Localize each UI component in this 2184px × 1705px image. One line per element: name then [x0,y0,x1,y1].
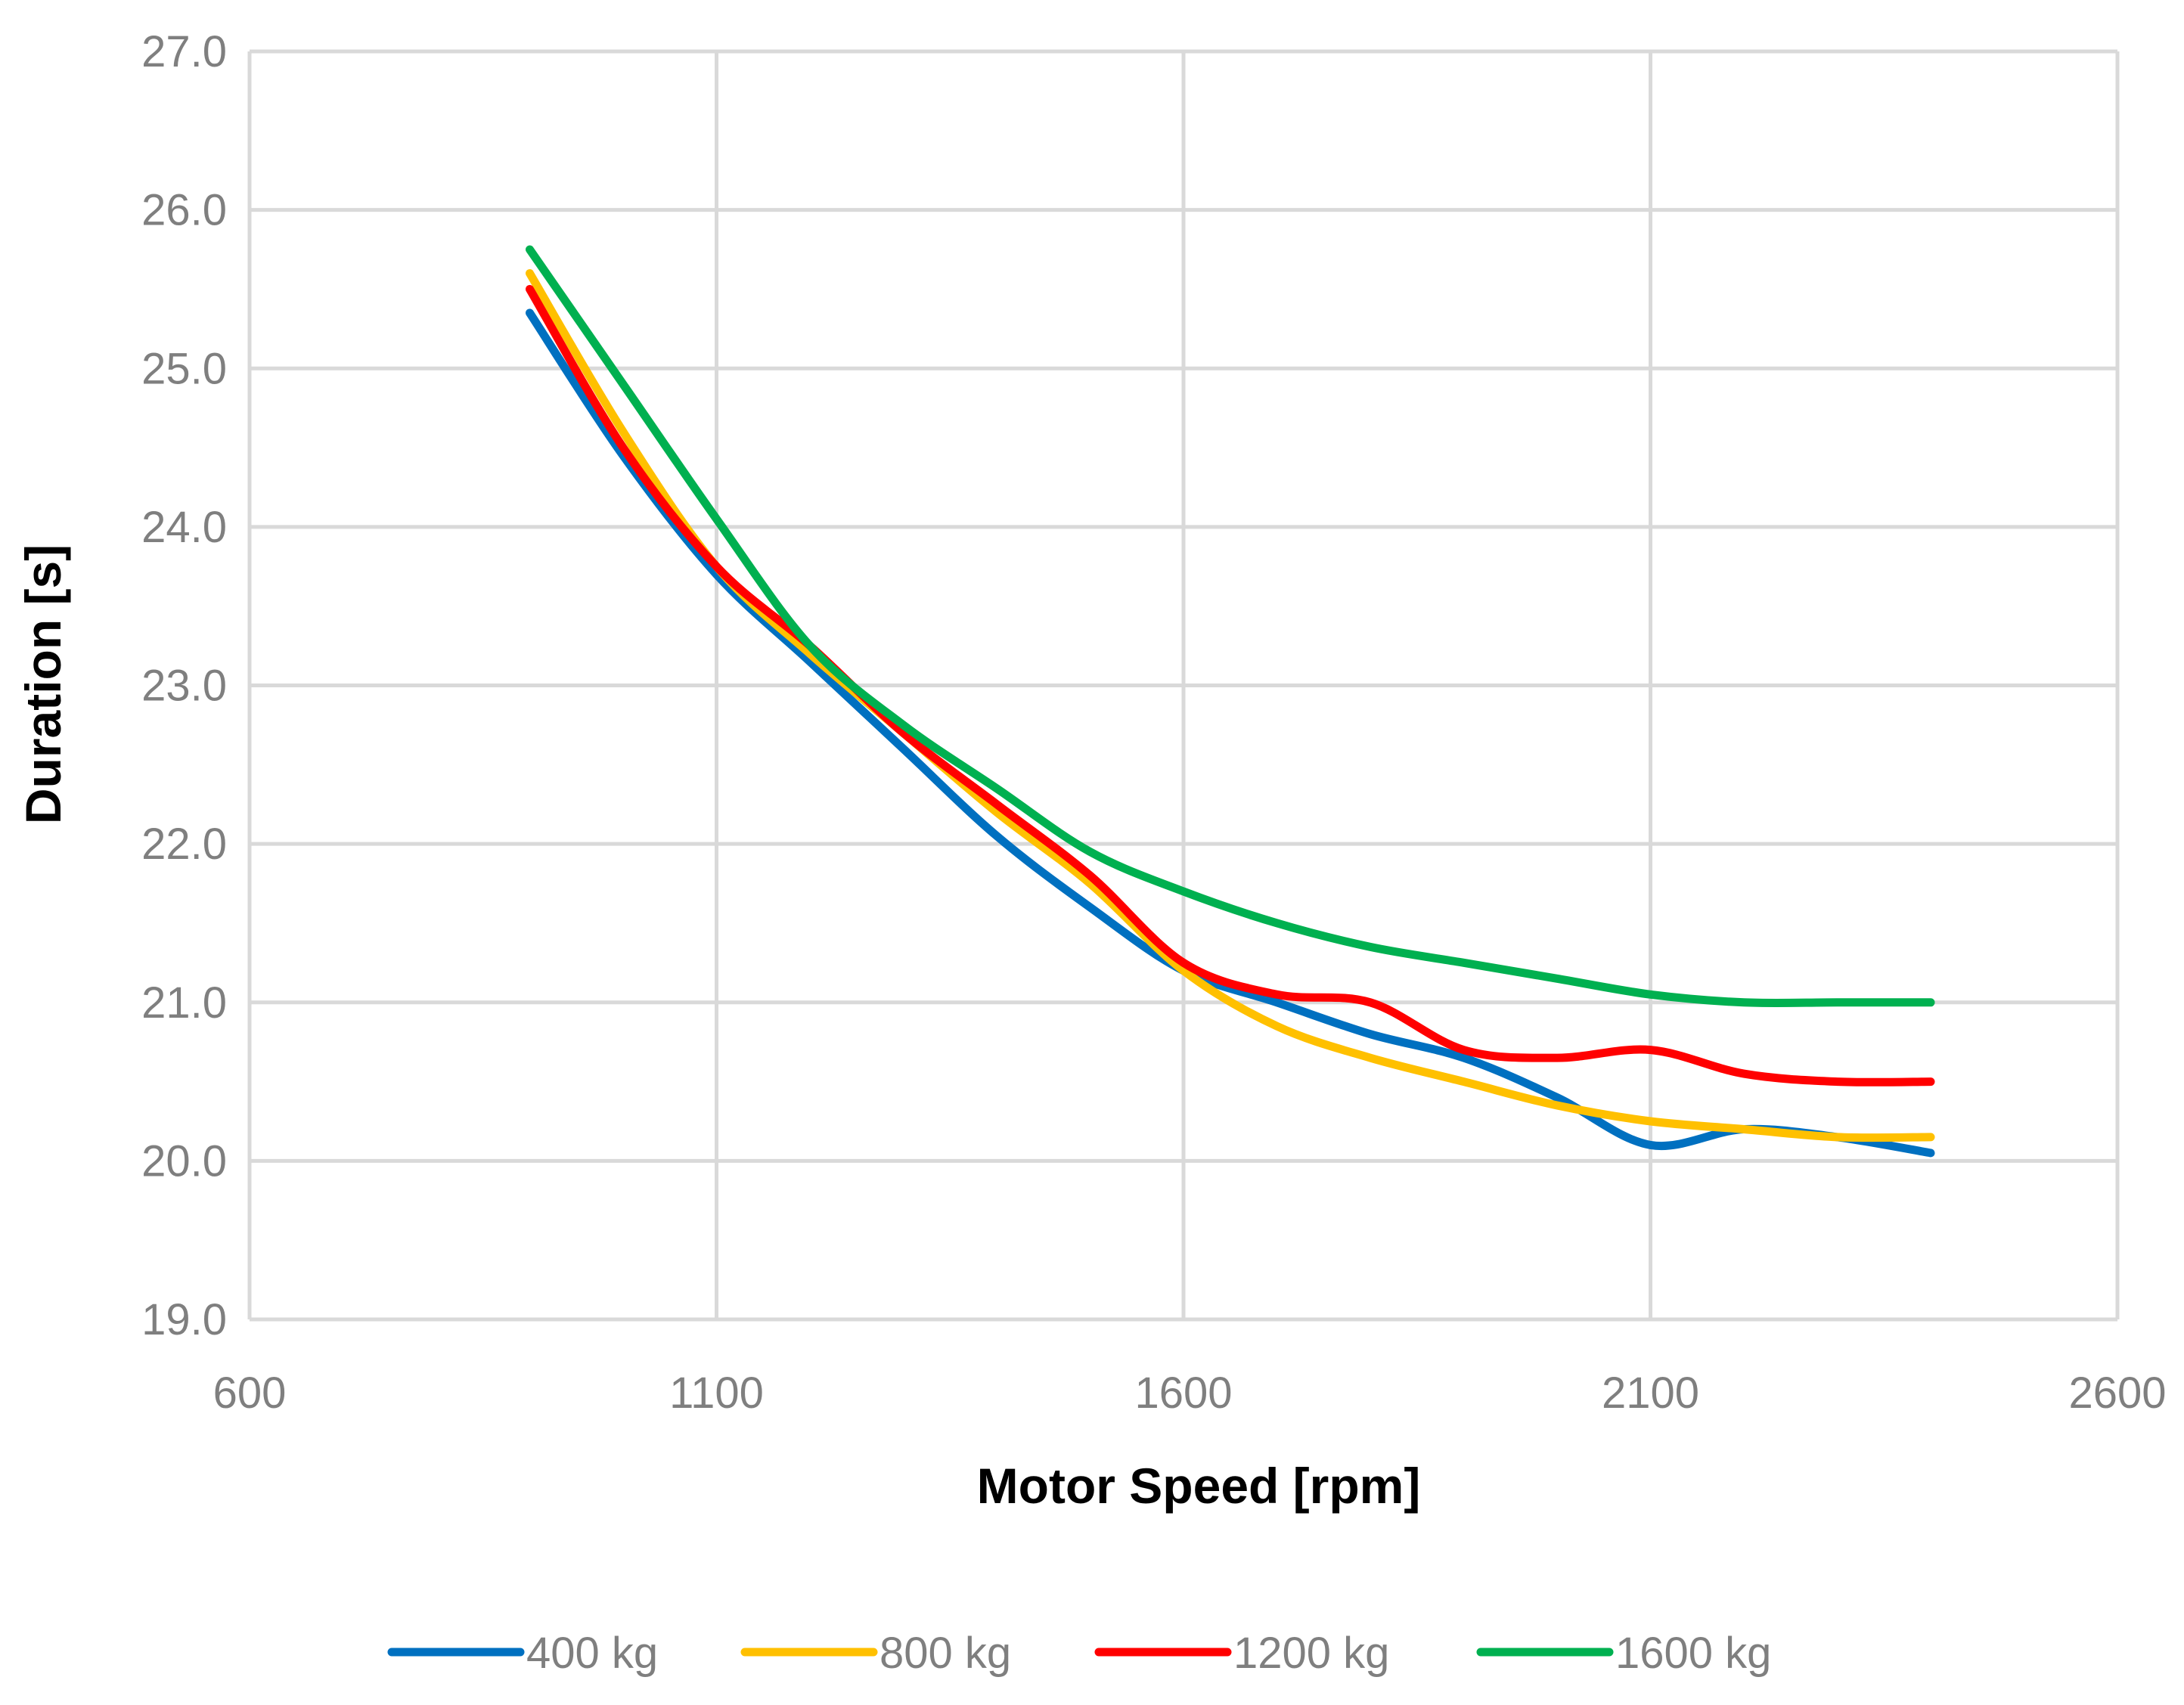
legend-label: 1200 kg [1233,1629,1389,1678]
y-tick-label: 25.0 [141,344,227,393]
series-lines [526,245,1935,1158]
y-tick-label: 24.0 [141,503,227,552]
x-tick-label: 1100 [669,1369,764,1418]
y-axis-title: Duration [s] [15,544,71,824]
x-tick-label: 600 [213,1369,287,1418]
series-line-1600-kg [526,245,1935,1008]
x-tick-label: 2100 [1602,1369,1699,1418]
series-line-400-kg [526,308,1935,1158]
x-tick-label: 2600 [2068,1369,2166,1418]
y-tick-label: 27.0 [141,27,227,76]
y-tick-label: 23.0 [141,662,227,711]
legend-label: 400 kg [526,1629,658,1678]
series-line-1200-kg [526,284,1935,1087]
x-axis-tick-labels: 600 1100 1600 2100 2600 [213,1369,2167,1418]
y-tick-label: 22.0 [141,820,227,869]
legend-label: 800 kg [879,1629,1011,1678]
x-axis-title: Motor Speed [rpm] [977,1458,1421,1514]
x-tick-label: 1600 [1134,1369,1232,1418]
y-tick-label: 19.0 [141,1295,227,1344]
y-tick-label: 20.0 [141,1136,227,1186]
y-tick-label: 26.0 [141,186,227,235]
legend-label: 1600 kg [1615,1629,1771,1678]
y-tick-label: 21.0 [141,978,227,1028]
y-axis-tick-labels: 19.0 20.0 21.0 22.0 23.0 24.0 25.0 26.0 27.0 [141,27,227,1344]
grid [247,49,2120,1322]
legend: 400 kg 800 kg 1200 kg 1600 kg [387,1629,1771,1678]
series-line-800-kg [526,269,1935,1142]
